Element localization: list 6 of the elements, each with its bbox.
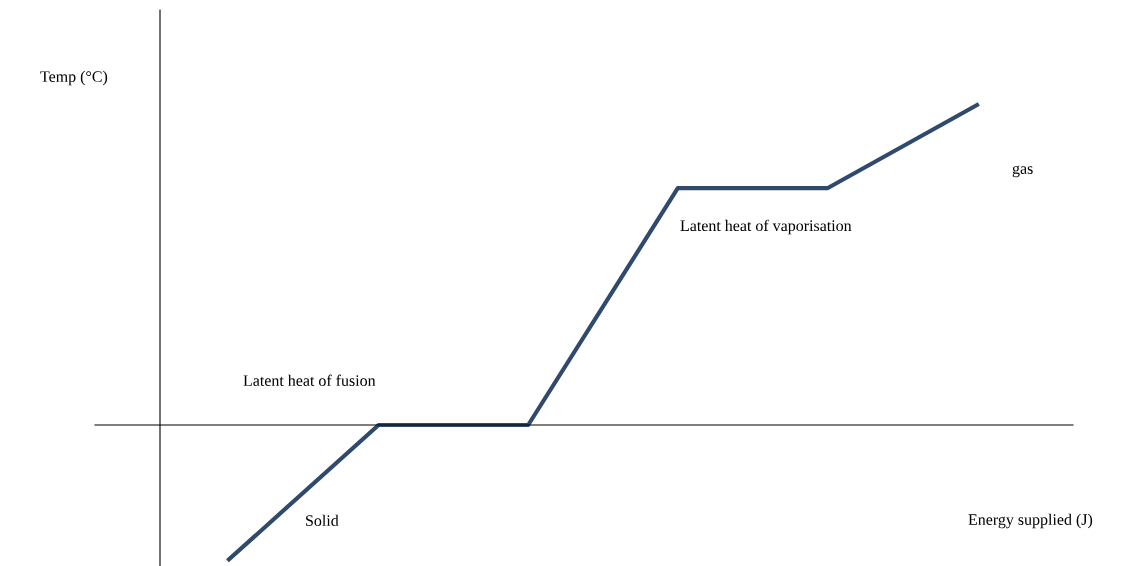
annotation: gas xyxy=(1012,165,1033,178)
y-axis-title: Temp (°C) xyxy=(40,70,108,86)
annotation: Latent heat of fusion xyxy=(243,374,376,386)
annotation: Solid xyxy=(306,514,339,526)
x-axis-title: Energy supplied (J) xyxy=(968,513,1093,529)
annotation: Latent heat of vaporisation xyxy=(680,219,852,235)
